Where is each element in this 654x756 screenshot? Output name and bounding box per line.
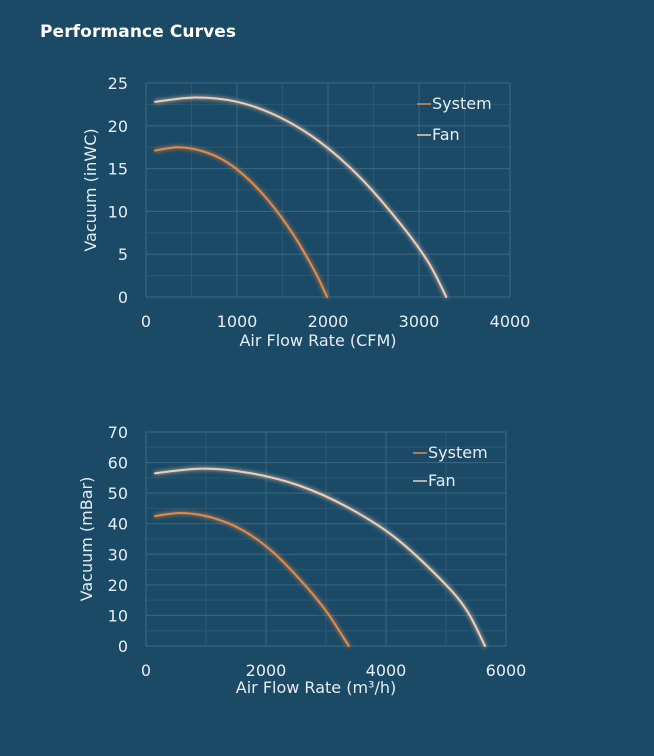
y-tick-label: 15 <box>108 160 128 179</box>
legend-label-system: System <box>428 443 488 462</box>
chart-cfm-inwc: 0 1000 2000 3000 4000 0 5 10 15 20 25 Air Flow Rate… <box>81 74 531 350</box>
y-tick-label: 20 <box>108 576 128 595</box>
legend-label-system: System <box>432 94 492 113</box>
x-tick-label: 0 <box>141 312 151 331</box>
x-tick-label: 2000 <box>246 661 287 680</box>
legend-label-fan: Fan <box>428 471 456 490</box>
x-tick-label: 1000 <box>217 312 258 331</box>
y-axis-label: Vacuum (inWC) <box>81 128 100 251</box>
y-tick-label: 60 <box>108 454 128 473</box>
y-tick-label: 70 <box>108 423 128 442</box>
x-axis-label: Air Flow Rate (m³/h) <box>236 678 396 697</box>
y-axis-label: Vacuum (mBar) <box>77 477 96 602</box>
series-line-system <box>154 146 329 298</box>
y-tick-label: 30 <box>108 545 128 564</box>
page-title: Performance Curves <box>40 22 237 42</box>
y-tick-label: 10 <box>108 606 128 625</box>
x-tick-label: 6000 <box>486 661 527 680</box>
x-tick-label: 3000 <box>399 312 440 331</box>
x-tick-label: 2000 <box>308 312 349 331</box>
x-tick-label: 4000 <box>366 661 407 680</box>
y-tick-label: 5 <box>118 245 128 264</box>
series-line-fan <box>154 96 448 298</box>
y-tick-label: 25 <box>108 74 128 93</box>
plot-frame <box>145 431 507 647</box>
series-line-fan <box>154 467 486 647</box>
y-tick-label: 50 <box>108 484 128 503</box>
legend-label-fan: Fan <box>432 125 460 144</box>
y-tick-label: 40 <box>108 515 128 534</box>
y-tick-label: 0 <box>118 288 128 307</box>
x-axis-label: Air Flow Rate (CFM) <box>239 331 396 350</box>
y-tick-label: 10 <box>108 202 128 221</box>
y-tick-label: 0 <box>118 637 128 656</box>
x-tick-label: 4000 <box>490 312 531 331</box>
series-line-system <box>154 512 350 647</box>
y-tick-label: 20 <box>108 117 128 136</box>
chart-m3h-mbar: 0 2000 4000 6000 0 10 20 30 40 50 60 70 Air Flow Rat… <box>77 423 527 697</box>
x-tick-label: 0 <box>141 661 151 680</box>
